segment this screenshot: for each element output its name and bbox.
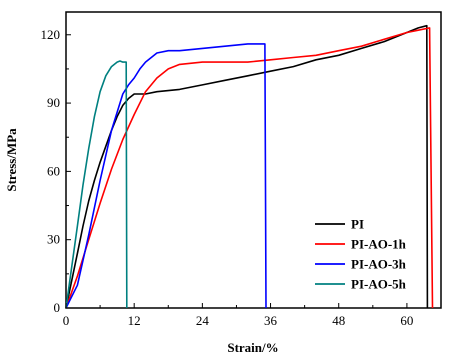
y-tick-label: 60 <box>47 163 60 178</box>
x-tick-label: 48 <box>332 313 345 328</box>
legend-label: PI-AO-1h <box>351 237 407 252</box>
y-axis-ticks: 0 30 60 90 120 <box>41 27 71 315</box>
legend-label: PI-AO-5h <box>351 277 407 292</box>
legend: PI PI-AO-1h PI-AO-3h PI-AO-5h <box>315 217 407 292</box>
x-tick-label: 60 <box>400 313 413 328</box>
series-line-pi-ao-3h <box>65 43 267 309</box>
y-tick-label: 90 <box>47 95 60 110</box>
y-tick-label: 0 <box>54 300 61 315</box>
series-layer <box>65 24 434 309</box>
x-axis-ticks: 0 12 24 36 48 60 <box>63 303 413 328</box>
y-axis-title: Stress/MPa <box>4 128 19 192</box>
y-tick-label: 30 <box>47 232 60 247</box>
x-tick-label: 12 <box>128 313 141 328</box>
x-tick-label: 0 <box>63 313 70 328</box>
plot-frame <box>65 11 442 309</box>
series-line-pi-ao-1h <box>65 27 434 309</box>
series-line-pi-ao-5h <box>65 60 128 309</box>
y-tick-label: 120 <box>41 27 61 42</box>
legend-label: PI <box>351 217 364 232</box>
x-tick-label: 24 <box>196 313 210 328</box>
series-line-pi <box>65 24 429 309</box>
x-axis-title: Strain/% <box>227 340 278 355</box>
x-tick-label: 36 <box>264 313 278 328</box>
legend-label: PI-AO-3h <box>351 257 407 272</box>
